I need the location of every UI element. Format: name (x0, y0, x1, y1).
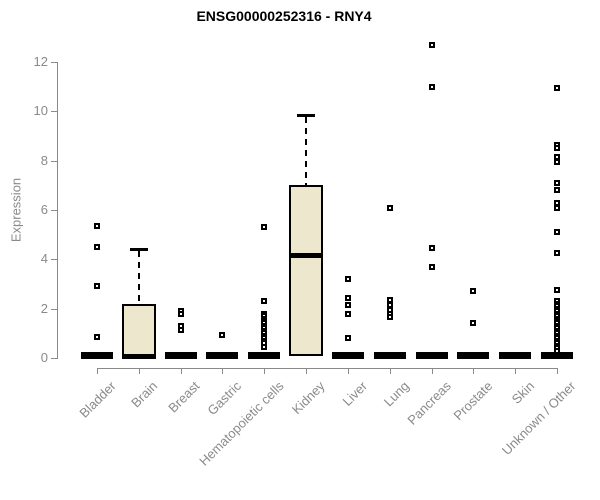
outlier-point (554, 347, 561, 354)
median-line (289, 253, 324, 259)
x-tick-label: Skin (508, 378, 538, 407)
outlier-point (219, 331, 226, 338)
x-axis-tick (138, 368, 140, 374)
outlier-point (428, 83, 435, 90)
y-axis-line (57, 61, 58, 359)
outlier-point (94, 283, 100, 290)
x-tick-label: Unknown / Other (499, 378, 579, 458)
collapsed-box (331, 351, 364, 359)
x-tick-label: Kidney (289, 378, 329, 418)
x-axis-tick (306, 368, 308, 374)
outlier-point (344, 301, 351, 308)
x-tick-label: Liver (339, 378, 370, 409)
x-tick-label: Brain (128, 378, 161, 411)
box (121, 303, 156, 358)
collapsed-box (164, 351, 197, 359)
collapsed-box (206, 351, 239, 359)
x-tick-label: Pancreas (404, 378, 454, 428)
upper-whisker-cap (297, 114, 316, 117)
x-axis-tick (347, 368, 349, 374)
collapsed-box (457, 351, 490, 359)
outlier-point (554, 229, 561, 236)
x-axis-line (97, 368, 559, 369)
collapsed-box (499, 351, 532, 359)
y-axis-tick (51, 61, 57, 63)
x-axis-tick (264, 368, 266, 374)
outlier-point (428, 41, 435, 48)
outlier-point (344, 276, 351, 283)
x-tick-label: Prostate (450, 378, 496, 424)
x-axis-tick (515, 368, 517, 374)
outlier-point (554, 145, 561, 152)
outlier-point (94, 223, 100, 229)
x-axis-tick (222, 368, 224, 374)
x-axis-tick (557, 368, 559, 374)
x-axis-tick (180, 368, 182, 374)
outlier-point (470, 288, 477, 295)
y-tick-label: 4 (40, 251, 48, 267)
y-axis-tick (51, 358, 57, 359)
y-axis-tick (51, 308, 57, 310)
y-tick-label: 6 (40, 201, 48, 217)
collapsed-box (248, 351, 281, 359)
x-axis-tick (473, 368, 475, 374)
outlier-point (554, 204, 561, 211)
collapsed-box (541, 351, 574, 359)
outlier-point (344, 294, 351, 301)
collapsed-box (81, 351, 113, 359)
x-axis-tick (431, 368, 433, 374)
box (289, 185, 324, 356)
y-tick-label: 2 (40, 300, 48, 316)
outlier-point (261, 224, 268, 231)
outlier-point (554, 250, 561, 257)
outlier-point (386, 204, 393, 211)
outlier-point (428, 245, 435, 252)
outlier-point (554, 179, 561, 186)
outlier-point (94, 243, 100, 250)
x-tick-label: Hematopoietic cells (195, 378, 287, 469)
y-axis-tick (51, 160, 57, 162)
outlier-point (344, 310, 351, 317)
y-tick-label: 8 (40, 152, 48, 168)
median-line (121, 353, 156, 359)
outlier-point (344, 335, 351, 342)
x-tick-label: Breast (165, 378, 203, 416)
x-axis-tick (97, 368, 98, 374)
collapsed-box (373, 351, 406, 359)
chart-title: ENSG00000252316 - RNY4 (196, 8, 372, 24)
outlier-point (386, 314, 393, 321)
outlier-point (261, 298, 268, 305)
y-tick-label: 12 (33, 53, 48, 69)
collapsed-box (415, 351, 448, 359)
outlier-point (554, 187, 561, 194)
x-tick-label: Lung (380, 378, 412, 410)
y-axis-tick (51, 111, 57, 113)
outlier-point (177, 326, 184, 333)
outlier-point (177, 310, 184, 317)
y-axis-tick (51, 259, 57, 261)
outlier-point (94, 334, 100, 341)
outlier-point (554, 158, 561, 165)
upper-whisker-cap (129, 248, 148, 252)
outlier-point (554, 287, 561, 294)
upper-whisker-line (137, 251, 140, 304)
outlier-point (554, 84, 561, 91)
x-tick-label: Bladder (76, 378, 119, 421)
x-axis-tick (389, 368, 391, 374)
x-tick-label: Gastric (204, 378, 245, 419)
upper-whisker-line (305, 117, 308, 186)
outlier-point (428, 263, 435, 270)
y-axis-tick (51, 209, 57, 211)
y-tick-label: 10 (33, 103, 48, 119)
outlier-point (470, 320, 477, 327)
outlier-point (261, 343, 268, 350)
y-tick-label: 0 (40, 350, 48, 365)
